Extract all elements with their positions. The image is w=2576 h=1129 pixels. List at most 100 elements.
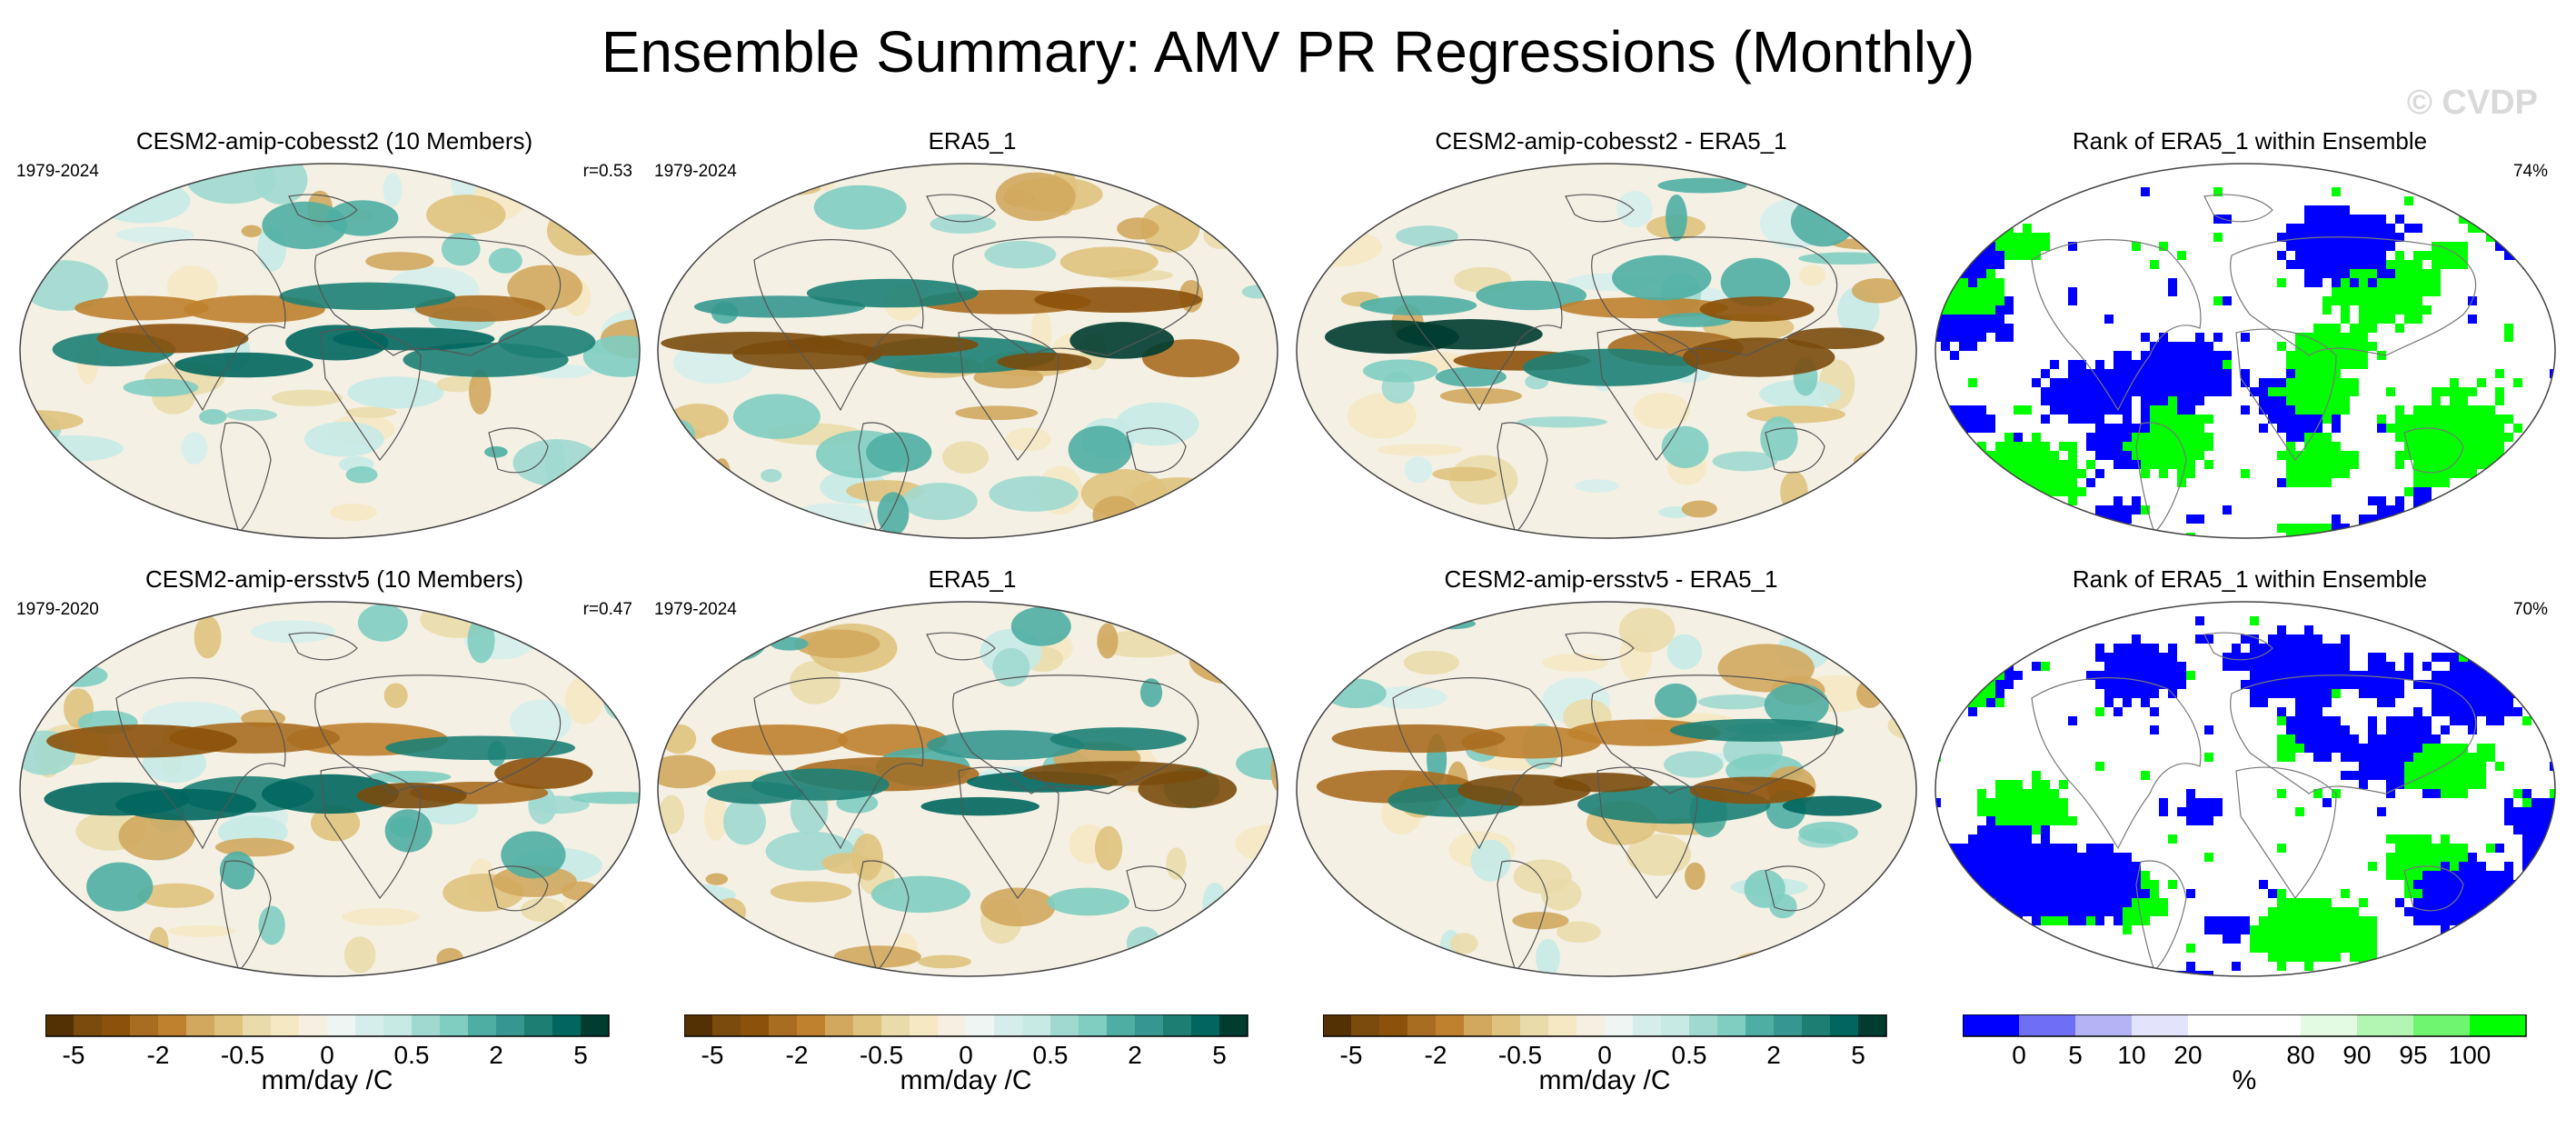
rank-cell	[2250, 925, 2259, 934]
rank-cell	[2259, 934, 2268, 944]
rank-cell	[2123, 360, 2132, 369]
rank-cell	[2232, 644, 2241, 653]
pr-anomaly-blob	[1362, 359, 1438, 383]
rank-cell	[1959, 324, 1968, 333]
rank-cell	[2395, 744, 2404, 753]
map-border	[19, 601, 641, 977]
rank-cell	[2004, 333, 2014, 342]
pr-anomaly-blob	[1654, 683, 1697, 718]
rank-cell	[2141, 698, 2150, 707]
rank-cell	[2350, 296, 2359, 305]
pr-anomaly-blob	[1030, 308, 1052, 355]
rank-cell	[2059, 378, 2068, 387]
pr-anomaly-blob	[383, 683, 408, 709]
rank-cell	[2059, 405, 2068, 415]
colorbar-swatch	[130, 1014, 158, 1036]
rank-cell	[2322, 916, 2332, 925]
pr-anomaly-blob	[1449, 933, 1478, 954]
rank-cell	[2395, 533, 2404, 538]
rank-cell	[2432, 269, 2441, 278]
rank-cell	[2531, 880, 2541, 889]
rank-cell	[2413, 415, 2422, 424]
colorbar-swatch	[1163, 1014, 1191, 1036]
rank-cell	[1950, 424, 1959, 433]
rank-cell	[2395, 689, 2404, 698]
rank-cell	[2368, 315, 2377, 324]
rank-cell	[2432, 251, 2441, 260]
pr-anomaly-blob	[1780, 471, 1808, 513]
rank-cell	[2341, 242, 2350, 251]
pr-anomaly-blob	[661, 724, 697, 754]
rank-cell	[2286, 934, 2295, 944]
pr-anomaly-blob	[1689, 776, 1815, 804]
rank-cell	[1968, 680, 1977, 689]
rank-cell	[1968, 242, 1977, 251]
coastline	[115, 677, 286, 850]
rank-cell	[2413, 478, 2422, 487]
rank-cell	[2232, 653, 2241, 662]
rank-cell	[2513, 807, 2522, 816]
rank-cell	[2322, 360, 2332, 369]
rank-cell	[2477, 378, 2486, 387]
rank-cell	[2359, 916, 2368, 925]
pr-anomaly-blob	[870, 875, 970, 914]
rank-cell	[2123, 671, 2132, 680]
rank-cell	[2168, 644, 2177, 653]
rank-cell	[2213, 798, 2223, 807]
rank-cell	[2177, 460, 2186, 469]
rank-cell	[2014, 844, 2023, 853]
rank-cell	[2468, 680, 2477, 689]
pr-anomaly-blob	[1746, 405, 1846, 424]
colorbar-swatch	[1050, 1014, 1079, 1036]
rank-cell	[2313, 396, 2322, 405]
rank-cell	[2295, 451, 2304, 460]
rank-cell	[1968, 487, 1977, 496]
colorbar-swatch	[355, 1014, 383, 1036]
rank-cell	[2023, 844, 2032, 853]
rank-cell	[2032, 825, 2041, 834]
rank-cell	[2404, 653, 2413, 662]
coastline	[2135, 422, 2187, 535]
rank-cell	[2432, 944, 2441, 953]
rank-cell	[2059, 460, 2068, 469]
rank-cell	[1968, 333, 1977, 342]
rank-cell	[2495, 880, 2504, 889]
rank-cell	[2422, 469, 2432, 478]
rank-cell	[1935, 662, 1941, 671]
rank-cell	[2050, 862, 2059, 871]
rank-cell	[2513, 707, 2522, 716]
colorbar-swatch	[440, 1014, 468, 1036]
colorbar-tick-label: 100	[2449, 1041, 2491, 1069]
rank-cell	[2377, 771, 2386, 780]
rank-cell	[2432, 460, 2441, 469]
rank-cell	[2104, 844, 2114, 853]
rank-cell	[2413, 287, 2422, 296]
rank-cell	[2114, 424, 2123, 433]
rank-cell	[2504, 324, 2513, 333]
rank-cell	[2041, 825, 2050, 834]
rank-cell	[2368, 862, 2377, 871]
rank-cell	[2014, 405, 2023, 415]
rank-cell	[2086, 671, 2095, 680]
rank-cell	[2304, 698, 2313, 707]
rank-cell	[2531, 634, 2541, 644]
rank-cell	[2077, 880, 2086, 889]
rank-cell	[2132, 644, 2141, 653]
rank-cell	[2459, 789, 2468, 798]
rank-cell	[2422, 898, 2432, 907]
rank-cell	[2404, 780, 2413, 789]
rank-cell	[2059, 816, 2068, 825]
rank-cell	[1977, 689, 1986, 698]
pr-anomaly-blob	[219, 851, 255, 890]
colorbar-tick-label: 0.5	[394, 1041, 430, 1069]
pr-anomaly-blob	[279, 282, 456, 310]
rank-cell	[2404, 853, 2413, 862]
rank-cell	[2322, 405, 2332, 415]
rank-cell	[2359, 315, 2368, 324]
rank-cell	[2059, 880, 2068, 889]
rank-cell	[2186, 405, 2195, 415]
rank-cell	[2341, 771, 2350, 780]
rank-cell	[1968, 871, 1977, 880]
pr-anomaly-blob	[1575, 479, 1620, 493]
rank-cell	[2286, 916, 2295, 925]
